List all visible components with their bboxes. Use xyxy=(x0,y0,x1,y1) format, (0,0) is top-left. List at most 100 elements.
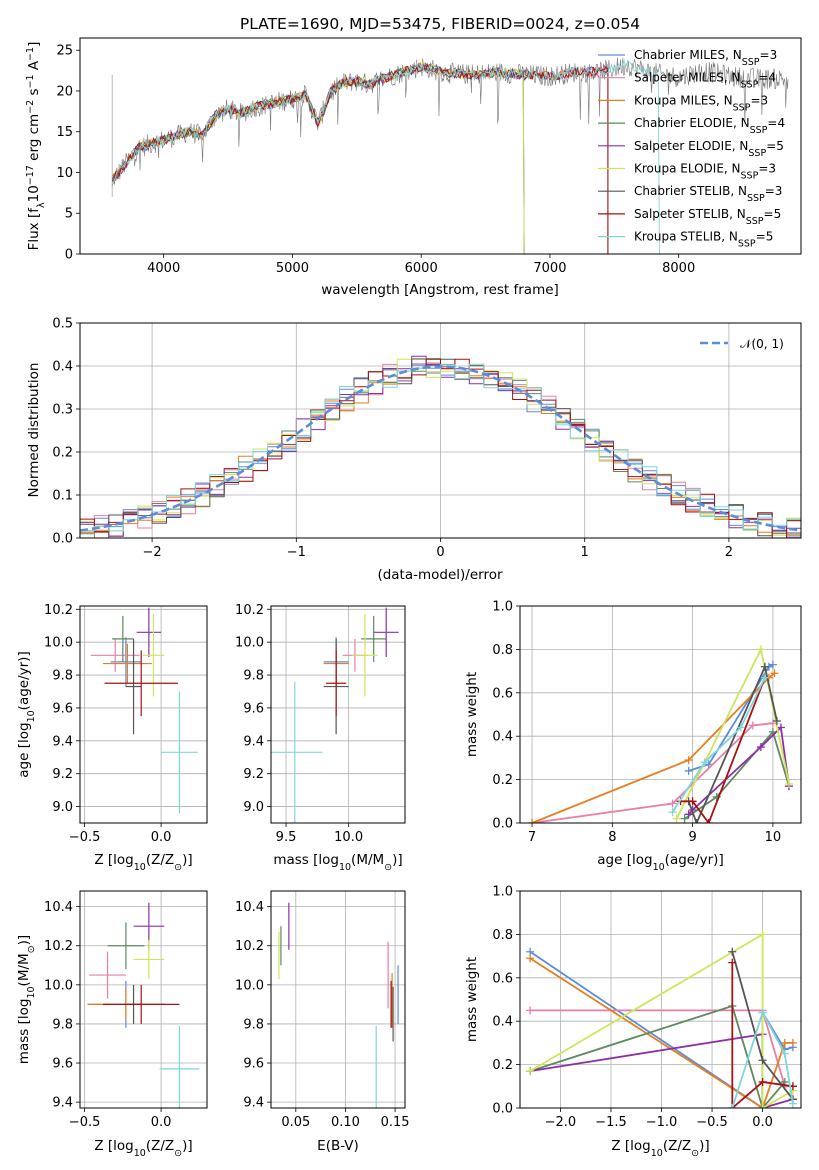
weight-line-kroupa_elodie xyxy=(529,932,794,1108)
y-tick-label: 9.2 xyxy=(243,767,264,782)
plot-area xyxy=(526,930,797,1108)
y-tick-label: 9.4 xyxy=(52,734,73,749)
y-tick-label: 9.8 xyxy=(243,1017,264,1032)
x-axis-label: age [log10(age/yr)] xyxy=(597,852,723,873)
weight-marker-salpeter_miles xyxy=(668,799,677,808)
y-tick-label: 10.2 xyxy=(235,939,264,954)
weight-marker-chabrier_stelib xyxy=(760,662,769,671)
y-tick-label: 10.0 xyxy=(235,978,264,993)
plot-area xyxy=(271,607,399,823)
model-line-salpeter_stelib xyxy=(112,63,609,254)
histogram-kroupa_elodie xyxy=(80,358,801,536)
x-tick-label: −0.5 xyxy=(69,1115,101,1130)
model-line-kroupa_stelib xyxy=(111,59,660,254)
weight-marker-kroupa_miles xyxy=(780,1038,789,1047)
plot-area xyxy=(528,645,793,823)
x-axis-label: (data-model)/error xyxy=(377,567,503,583)
x-tick-label: 0.0 xyxy=(151,1115,172,1130)
weight-marker-kroupa_elodie xyxy=(758,930,767,939)
y-tick-label: 0.2 xyxy=(52,446,73,461)
y-tick-label: 10.2 xyxy=(44,939,73,954)
y-axis-label: mass weight xyxy=(464,672,480,757)
y-tick-label: 0.4 xyxy=(492,730,513,745)
y-tick-label: 9.4 xyxy=(243,734,264,749)
y-tick-label: 9.8 xyxy=(243,669,264,684)
plot-area xyxy=(90,607,198,814)
weight-line-chabrier_stelib xyxy=(687,663,778,823)
legend-label: Salpeter ELODIE, NSSP=5 xyxy=(634,139,784,159)
panel-age_vs_mass: 9.5 10.0 9.0 9.2 9.4 9.6 9.8 10.0 10.2 mass [log1… xyxy=(235,603,406,873)
y-tick-label: 20 xyxy=(56,84,73,99)
y-tick-label: 10.4 xyxy=(44,900,73,915)
y-tick-label: 0.1 xyxy=(52,489,73,504)
weight-marker-kroupa_miles xyxy=(528,819,537,823)
x-axis-label: wavelength [Angstrom, rest frame] xyxy=(321,282,559,298)
x-tick-label: 8 xyxy=(608,830,616,845)
x-axis-label: mass [log10(M/M⊙)] xyxy=(273,852,402,873)
y-tick-label: 0.6 xyxy=(492,686,513,701)
y-tick-label: 9.8 xyxy=(52,669,73,684)
legend-label: Chabrier STELIB, NSSP=3 xyxy=(634,184,782,204)
weight-marker-kroupa_elodie xyxy=(758,1104,767,1108)
y-tick-label: 1.0 xyxy=(492,600,513,615)
y-tick-label: 9.2 xyxy=(52,767,73,782)
x-tick-label: −2 xyxy=(143,545,162,560)
y-axis-label: Flux [fλ10−17 erg cm−2 s−1 A−1] xyxy=(25,42,47,251)
legend-label: Chabrier MILES, NSSP=3 xyxy=(634,48,777,68)
weight-marker-kroupa_stelib xyxy=(668,808,677,817)
weight-marker-chabrier_stelib xyxy=(758,1056,767,1065)
weight-line-chabrier_elodie xyxy=(529,1004,786,1108)
y-tick-label: 10.0 xyxy=(235,636,264,651)
weight-marker-chabrier_miles xyxy=(684,766,693,775)
y-tick-label: 1.0 xyxy=(492,885,513,900)
x-tick-label: 0.05 xyxy=(281,1115,310,1130)
legend-label: Kroupa STELIB, NSSP=5 xyxy=(634,230,773,250)
figure-title: PLATE=1690, MJD=53475, FIBERID=0024, z=0… xyxy=(240,15,640,33)
x-tick-label: 7 xyxy=(528,830,536,845)
y-tick-label: 0.2 xyxy=(492,773,513,788)
plot-area xyxy=(278,902,399,1108)
weight-line-chabrier_miles xyxy=(688,663,774,772)
weight-line-salpeter_stelib xyxy=(680,677,766,823)
axes-frame xyxy=(79,322,802,539)
histogram-kroupa_stelib xyxy=(80,363,801,532)
y-tick-label: 25 xyxy=(56,44,73,59)
y-tick-label: 0.5 xyxy=(52,317,73,332)
y-tick-label: 10 xyxy=(56,166,73,181)
axes-frame xyxy=(79,605,208,824)
weight-line-salpeter_miles xyxy=(531,722,773,823)
x-tick-label: 6000 xyxy=(405,261,438,276)
legend-label: Salpeter STELIB, NSSP=5 xyxy=(634,207,781,227)
y-axis-label: age [log10(age/yr)] xyxy=(16,651,37,777)
weight-marker-kroupa_miles xyxy=(526,954,535,963)
weight-marker-chabrier_elodie xyxy=(680,814,689,823)
x-tick-label: 10 xyxy=(765,830,782,845)
x-tick-label: 0.0 xyxy=(752,1115,773,1130)
weight-marker-kroupa_miles xyxy=(684,756,693,765)
weight-line-kroupa_stelib xyxy=(671,677,766,813)
y-tick-label: 15 xyxy=(56,125,73,140)
x-tick-label: −1 xyxy=(287,545,306,560)
weight-marker-kroupa_stelib xyxy=(788,1099,797,1108)
x-axis-label: E(B-V) xyxy=(317,1138,359,1154)
panel-age_vs_Z: −0.5 0.0 9.0 9.2 9.4 9.6 9.8 10.0 10.2 Z [log10(Z… xyxy=(16,603,208,873)
x-tick-label: 0.0 xyxy=(151,830,172,845)
weight-marker-salpeter_stelib xyxy=(758,1077,767,1086)
x-tick-label: 0 xyxy=(436,545,444,560)
x-tick-label: 0.10 xyxy=(331,1115,360,1130)
axes-frame xyxy=(519,605,802,824)
x-tick-label: 7000 xyxy=(533,261,566,276)
panel-spectrum: 4000 5000 6000 7000 8000 0 5 10 15 20 25 Chabrier M… xyxy=(25,37,802,298)
y-tick-label: 10.0 xyxy=(44,978,73,993)
x-tick-label: −0.5 xyxy=(696,1115,728,1130)
y-axis-label: mass [log10(M/M⊙)] xyxy=(16,935,37,1064)
y-tick-label: 0.8 xyxy=(492,928,513,943)
axes-frame xyxy=(270,890,406,1109)
axes-frame xyxy=(270,605,406,824)
y-tick-label: 0.3 xyxy=(52,403,73,418)
weight-marker-salpeter_elodie xyxy=(756,743,765,752)
legend-label: Kroupa MILES, NSSP=3 xyxy=(634,93,768,113)
weight-marker-kroupa_elodie xyxy=(756,645,765,654)
weight-marker-chabrier_stelib xyxy=(692,819,701,823)
y-tick-label: 0.4 xyxy=(492,1015,513,1030)
